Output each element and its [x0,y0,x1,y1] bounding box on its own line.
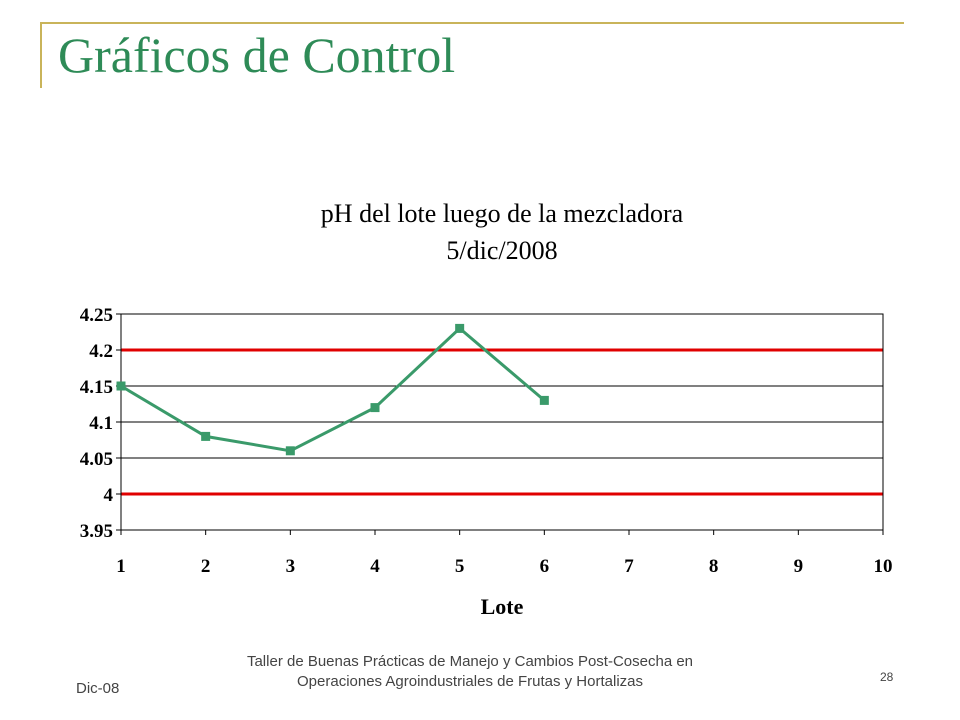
gridlines [121,313,883,531]
control-limit-lines [121,348,883,496]
x-tick-label-4: 5 [455,556,465,577]
data-point-2 [201,431,211,441]
footer-date: Dic-08 [76,680,120,697]
x-tick-label-8: 9 [794,556,804,577]
x-tick-label-3: 4 [370,556,380,577]
x-tick-label-7: 8 [709,556,719,577]
y-tick-label-2: 4.15 [80,377,113,398]
data-point-4 [370,403,380,413]
slide-title: Gráficos de Control [58,27,456,83]
data-point-6 [539,395,549,405]
chart-title: pH del lote luego de la mezcladora [321,199,684,228]
x-tick-label-2: 3 [286,556,296,577]
y-tick-label-6: 3.95 [80,521,113,542]
y-tick-label-4: 4.05 [80,449,113,470]
y-tick-label-1: 4.2 [89,341,113,362]
x-tick-label-0: 1 [116,556,126,577]
y-tick-label-5: 4 [104,485,114,506]
data-point-1 [116,381,126,391]
y-axis-ticks: 4.25 4.2 4.15 4.1 4.05 4 3.95 [80,305,121,542]
series-line-0 [120,326,546,453]
x-tick-label-5: 6 [540,556,550,577]
x-tick-label-6: 7 [624,556,634,577]
y-tick-label-0: 4.25 [80,305,113,326]
chart-subtitle: 5/dic/2008 [446,236,557,265]
series-ph [116,323,549,456]
footer-line-2: Operaciones Agroindustriales de Frutas y… [297,673,643,690]
frame-top-border [40,22,904,24]
page-number: 28 [880,670,894,684]
frame-left-border [40,22,42,88]
x-axis-ticks: 1 2 3 4 5 6 7 8 9 10 [116,530,893,577]
x-axis-label: Lote [481,594,524,619]
x-tick-label-1: 2 [201,556,211,577]
data-point-5 [455,323,465,333]
footer-line-1: Taller de Buenas Prácticas de Manejo y C… [246,653,694,670]
x-tick-label-9: 10 [874,556,893,577]
data-point-3 [285,446,295,456]
footer-workshop-title: Taller de Buenas Prácticas de Manejo y C… [170,652,770,692]
y-tick-label-3: 4.1 [89,413,113,434]
